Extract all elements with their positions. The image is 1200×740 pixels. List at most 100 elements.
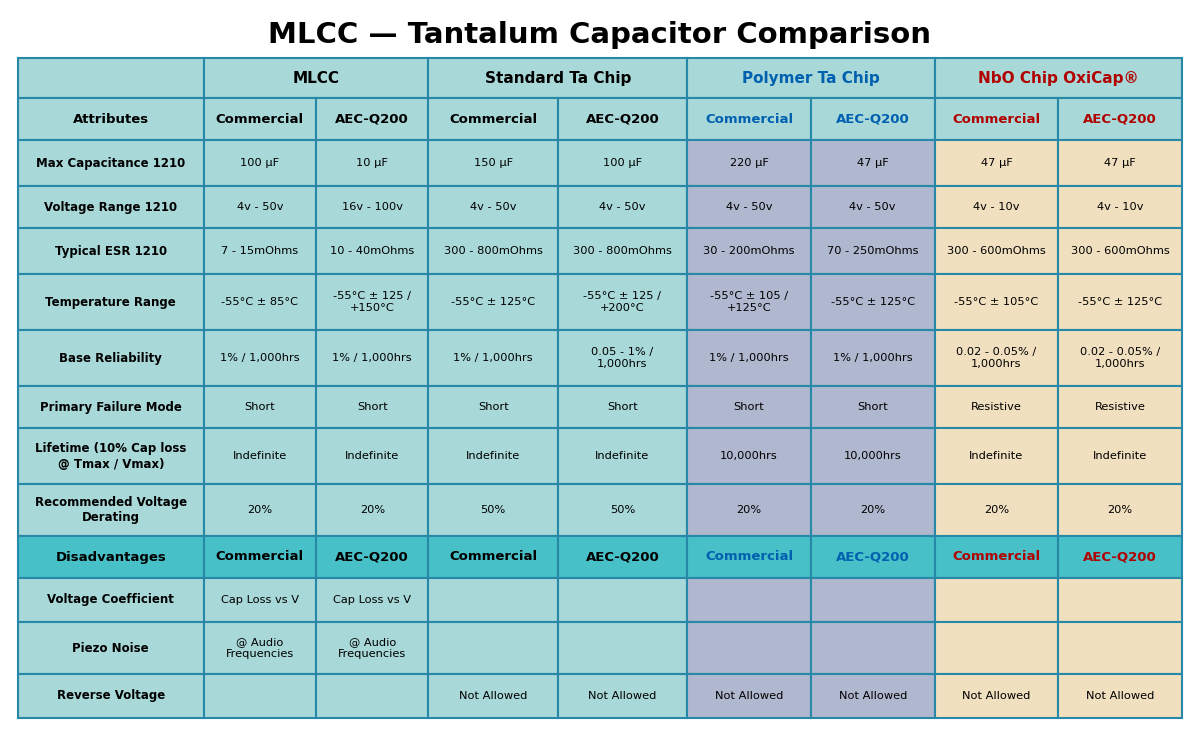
Text: Commercial: Commercial bbox=[449, 112, 538, 126]
Bar bbox=[204, 536, 316, 578]
Text: Lifetime (10% Cap loss
@ Tmax / Vmax): Lifetime (10% Cap loss @ Tmax / Vmax) bbox=[35, 442, 186, 471]
Text: AEC-Q200: AEC-Q200 bbox=[836, 551, 910, 563]
Text: 20%: 20% bbox=[1108, 505, 1133, 515]
Text: Resistive: Resistive bbox=[971, 402, 1022, 412]
Bar bbox=[935, 274, 1058, 330]
Bar bbox=[204, 578, 316, 622]
Text: Polymer Ta Chip: Polymer Ta Chip bbox=[742, 70, 880, 86]
Text: 4v - 50v: 4v - 50v bbox=[726, 202, 773, 212]
Bar bbox=[688, 98, 811, 140]
Bar bbox=[811, 274, 935, 330]
Text: 0.02 - 0.05% /
1,000hrs: 0.02 - 0.05% / 1,000hrs bbox=[1080, 347, 1160, 369]
Text: Short: Short bbox=[245, 402, 275, 412]
Bar bbox=[316, 140, 428, 186]
Bar bbox=[1058, 140, 1182, 186]
Bar bbox=[204, 330, 316, 386]
Bar bbox=[558, 140, 688, 186]
Text: Max Capacitance 1210: Max Capacitance 1210 bbox=[36, 156, 186, 169]
Bar bbox=[688, 386, 811, 428]
Bar bbox=[1058, 98, 1182, 140]
Bar bbox=[558, 186, 688, 228]
Text: Temperature Range: Temperature Range bbox=[46, 295, 176, 309]
Bar bbox=[1058, 386, 1182, 428]
Text: 1% / 1,000hrs: 1% / 1,000hrs bbox=[220, 353, 300, 363]
Text: 1% / 1,000hrs: 1% / 1,000hrs bbox=[454, 353, 533, 363]
Bar bbox=[558, 228, 688, 274]
Text: Standard Ta Chip: Standard Ta Chip bbox=[485, 70, 631, 86]
Text: Commercial: Commercial bbox=[704, 112, 793, 126]
Text: MLCC: MLCC bbox=[293, 70, 340, 86]
Text: 300 - 600mOhms: 300 - 600mOhms bbox=[947, 246, 1046, 256]
Bar bbox=[935, 228, 1058, 274]
Bar bbox=[316, 330, 428, 386]
Bar bbox=[688, 484, 811, 536]
Text: -55°C ± 125°C: -55°C ± 125°C bbox=[1078, 297, 1163, 307]
Text: Reverse Voltage: Reverse Voltage bbox=[56, 690, 164, 702]
Bar bbox=[935, 140, 1058, 186]
Bar bbox=[316, 274, 428, 330]
Text: NbO Chip OxiCap®: NbO Chip OxiCap® bbox=[978, 70, 1139, 86]
Bar bbox=[428, 536, 558, 578]
Bar bbox=[811, 578, 935, 622]
Bar bbox=[558, 386, 688, 428]
Text: 1% / 1,000hrs: 1% / 1,000hrs bbox=[332, 353, 412, 363]
Text: Short: Short bbox=[356, 402, 388, 412]
Text: AEC-Q200: AEC-Q200 bbox=[335, 112, 409, 126]
Bar bbox=[811, 98, 935, 140]
Bar bbox=[811, 622, 935, 674]
Text: 4v - 50v: 4v - 50v bbox=[236, 202, 283, 212]
Bar bbox=[204, 140, 316, 186]
Bar bbox=[1058, 622, 1182, 674]
Text: Indefinite: Indefinite bbox=[346, 451, 400, 461]
Text: 50%: 50% bbox=[610, 505, 635, 515]
Bar bbox=[204, 674, 316, 718]
Text: 10,000hrs: 10,000hrs bbox=[720, 451, 778, 461]
Bar bbox=[558, 674, 688, 718]
Bar bbox=[316, 484, 428, 536]
Text: -55°C ± 125°C: -55°C ± 125°C bbox=[451, 297, 535, 307]
Bar bbox=[204, 98, 316, 140]
Bar bbox=[1058, 674, 1182, 718]
Text: Short: Short bbox=[733, 402, 764, 412]
Text: Not Allowed: Not Allowed bbox=[458, 691, 527, 701]
Bar bbox=[935, 484, 1058, 536]
Text: -55°C ± 125 /
+150°C: -55°C ± 125 / +150°C bbox=[334, 291, 412, 313]
Bar bbox=[204, 428, 316, 484]
Bar bbox=[935, 330, 1058, 386]
Bar bbox=[558, 622, 688, 674]
Text: -55°C ± 125 /
+200°C: -55°C ± 125 / +200°C bbox=[583, 291, 661, 313]
Bar bbox=[428, 330, 558, 386]
Text: Indefinite: Indefinite bbox=[1093, 451, 1147, 461]
Bar bbox=[1058, 484, 1182, 536]
Text: 4v - 50v: 4v - 50v bbox=[599, 202, 646, 212]
Text: 4v - 50v: 4v - 50v bbox=[470, 202, 516, 212]
Bar bbox=[316, 674, 428, 718]
Bar bbox=[935, 98, 1058, 140]
Bar bbox=[811, 484, 935, 536]
Text: 10,000hrs: 10,000hrs bbox=[844, 451, 901, 461]
Text: -55°C ± 105°C: -55°C ± 105°C bbox=[954, 297, 1038, 307]
Bar bbox=[688, 274, 811, 330]
Text: 10 µF: 10 µF bbox=[356, 158, 388, 168]
Bar bbox=[316, 578, 428, 622]
Bar bbox=[18, 536, 204, 578]
Text: Cap Loss vs V: Cap Loss vs V bbox=[334, 595, 412, 605]
Bar bbox=[18, 140, 204, 186]
Text: 0.05 - 1% /
1,000hrs: 0.05 - 1% / 1,000hrs bbox=[592, 347, 654, 369]
Bar bbox=[204, 484, 316, 536]
Bar bbox=[18, 622, 204, 674]
Bar bbox=[935, 536, 1058, 578]
Bar bbox=[1058, 578, 1182, 622]
Bar bbox=[316, 536, 428, 578]
Text: Piezo Noise: Piezo Noise bbox=[72, 642, 149, 654]
Bar bbox=[18, 674, 204, 718]
Text: 100 µF: 100 µF bbox=[602, 158, 642, 168]
Text: 10 - 40mOhms: 10 - 40mOhms bbox=[330, 246, 414, 256]
Bar bbox=[688, 228, 811, 274]
Bar bbox=[316, 186, 428, 228]
Text: Resistive: Resistive bbox=[1094, 402, 1146, 412]
Bar bbox=[204, 186, 316, 228]
Bar bbox=[18, 274, 204, 330]
Bar bbox=[688, 140, 811, 186]
Text: AEC-Q200: AEC-Q200 bbox=[586, 112, 659, 126]
